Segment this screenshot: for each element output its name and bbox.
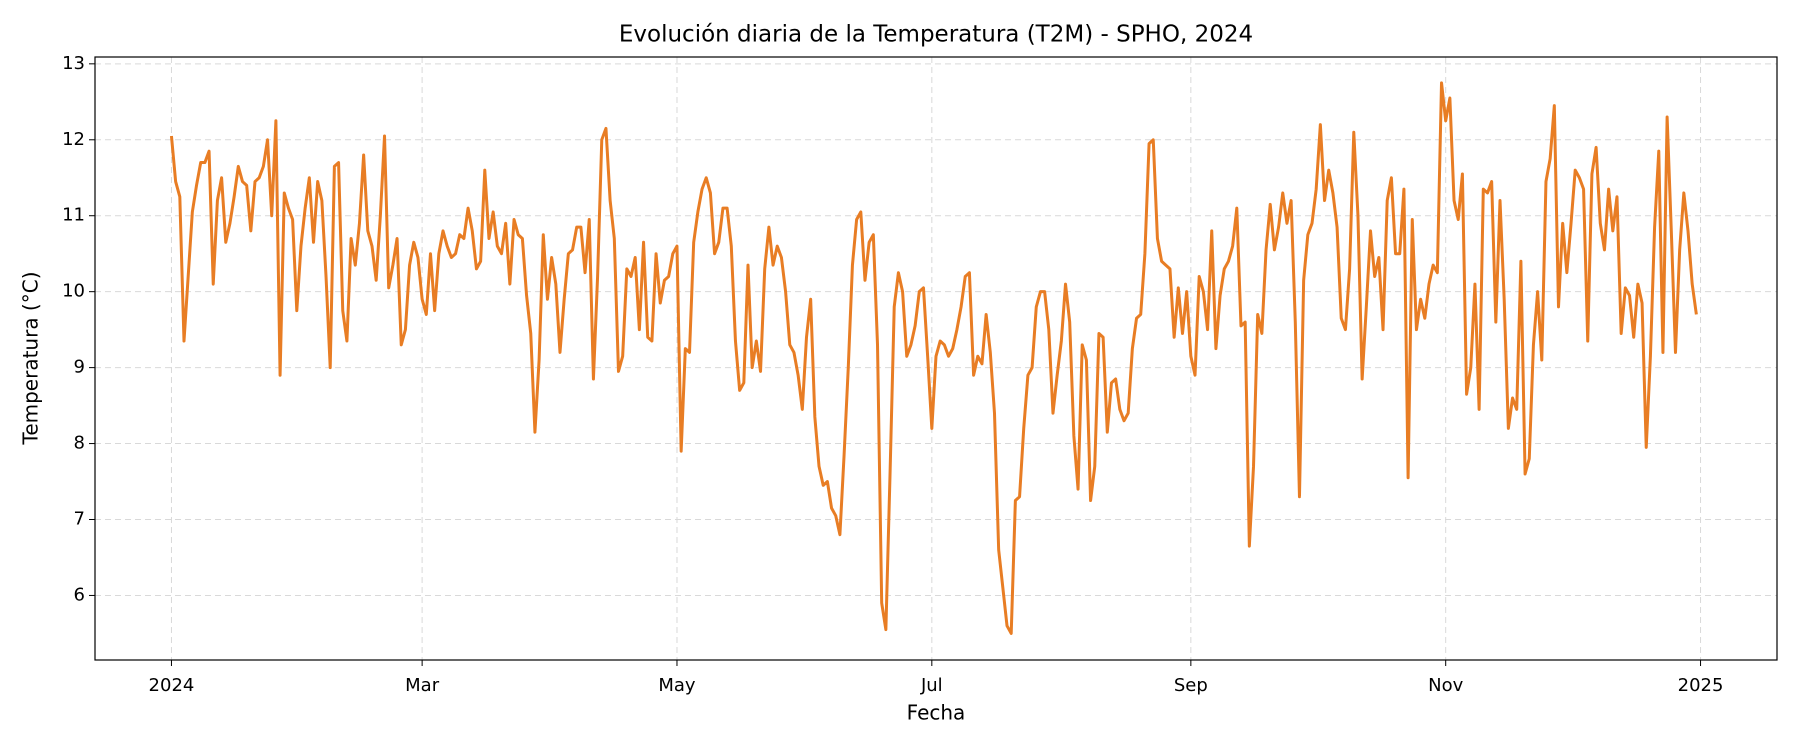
x-tick-label: Jul	[920, 675, 943, 696]
temperature-line	[169, 81, 1698, 635]
plot-frame	[94, 56, 1778, 661]
chart-title: Evolución diaria de la Temperatura (T2M)…	[619, 22, 1253, 48]
x-tick-label: May	[658, 675, 696, 696]
y-tick-label: 13	[62, 53, 85, 74]
x-tick-label: Sep	[1174, 675, 1208, 696]
y-tick-label: 9	[74, 357, 85, 378]
x-tick-label: 2025	[1678, 675, 1724, 696]
x-tick-label: 2024	[149, 675, 195, 696]
y-tick-label: 11	[62, 205, 85, 226]
x-axis-label: Fecha	[907, 701, 966, 725]
y-tick-label: 6	[74, 584, 85, 605]
x-tick-label: Mar	[405, 675, 440, 696]
y-axis-label: Temperatura (°C)	[19, 271, 43, 445]
y-tick-label: 10	[62, 281, 85, 302]
x-tick-label: Nov	[1428, 675, 1463, 696]
y-tick-label: 8	[74, 433, 85, 454]
y-tick-label: 12	[62, 129, 85, 150]
y-tick-label: 7	[74, 509, 85, 530]
plot-area	[169, 81, 1698, 635]
